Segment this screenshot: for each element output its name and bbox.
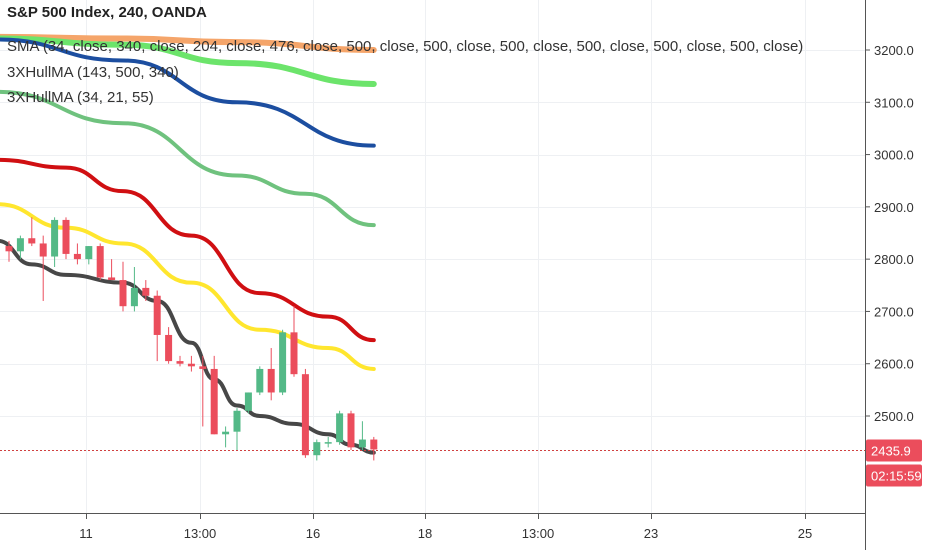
candle-body[interactable]: [233, 410, 241, 432]
candle-body[interactable]: [176, 361, 184, 364]
y-tick-label: 3200.0: [874, 43, 914, 58]
line-red: [0, 157, 376, 343]
candle-body[interactable]: [187, 363, 195, 367]
candle-body[interactable]: [199, 366, 207, 369]
y-tick-label: 2600.0: [874, 357, 914, 372]
x-tick-label: 25: [798, 526, 812, 541]
line-bright-green: [0, 35, 377, 87]
candle-body[interactable]: [62, 219, 70, 254]
candles[interactable]: [5, 217, 378, 461]
candle-body[interactable]: [301, 374, 309, 456]
x-tick-label: 23: [644, 526, 658, 541]
x-tick-label: 18: [418, 526, 432, 541]
line-green: [0, 89, 376, 228]
y-tick-label: 3000.0: [874, 148, 914, 163]
countdown-label: 02:15:59: [871, 469, 922, 484]
price-axis[interactable]: 3200.0 3100.0 3000.0 2900.0 2800.0 2700.0 2600…: [865, 43, 914, 424]
candle-body[interactable]: [279, 332, 287, 393]
candle-body[interactable]: [142, 287, 150, 296]
x-tick-label: 16: [306, 526, 320, 541]
candle-body[interactable]: [267, 368, 275, 393]
candle-body[interactable]: [256, 368, 264, 393]
y-tick-label: 3100.0: [874, 95, 914, 110]
candle-body[interactable]: [336, 413, 344, 443]
candle-body[interactable]: [153, 295, 161, 335]
time-axis[interactable]: 11 13:00 16 18 13:00 23 25: [79, 513, 812, 541]
candle-body[interactable]: [130, 287, 138, 307]
line-blue: [0, 37, 376, 148]
hullma-legend-1[interactable]: 3XHullMA (143, 500, 340): [7, 64, 179, 81]
candle-body[interactable]: [96, 246, 104, 278]
candle-body[interactable]: [210, 368, 218, 435]
candle-body[interactable]: [222, 431, 230, 435]
candle-body[interactable]: [16, 238, 24, 252]
x-tick-label: 13:00: [184, 526, 217, 541]
candle-body[interactable]: [108, 277, 116, 281]
x-tick-label: 13:00: [522, 526, 555, 541]
y-tick-label: 2500.0: [874, 409, 914, 424]
last-price-label: 2435.9: [871, 444, 911, 459]
candle-body[interactable]: [324, 442, 332, 444]
y-tick-label: 2900.0: [874, 200, 914, 215]
y-tick-label: 2700.0: [874, 304, 914, 319]
candle-body[interactable]: [119, 280, 127, 307]
candle-body[interactable]: [290, 332, 298, 375]
countdown-badge: 02:15:59: [866, 464, 922, 487]
y-tick-label: 2800.0: [874, 252, 914, 267]
line-orange: [0, 33, 377, 53]
candle-body[interactable]: [28, 238, 36, 244]
grid: [0, 0, 865, 513]
hullma-legend-2[interactable]: 3XHullMA (34, 21, 55): [7, 89, 154, 106]
candle-body[interactable]: [39, 243, 47, 257]
candle-body[interactable]: [85, 246, 93, 260]
candle-body[interactable]: [313, 442, 321, 456]
last-price-badge: 2435.9: [866, 439, 922, 462]
sma-legend[interactable]: SMA (34, close, 340, close, 204, close, …: [7, 38, 804, 55]
candle-body[interactable]: [358, 439, 366, 448]
x-tick-label: 11: [79, 526, 93, 541]
candle-body[interactable]: [165, 334, 173, 362]
candle-body[interactable]: [347, 413, 355, 448]
candle-body[interactable]: [370, 439, 378, 450]
candle-body[interactable]: [5, 246, 13, 252]
chart-title: S&P 500 Index, 240, OANDA: [7, 4, 207, 21]
candle-body[interactable]: [73, 253, 81, 260]
candle-body[interactable]: [51, 219, 59, 257]
candle-body[interactable]: [244, 392, 252, 411]
